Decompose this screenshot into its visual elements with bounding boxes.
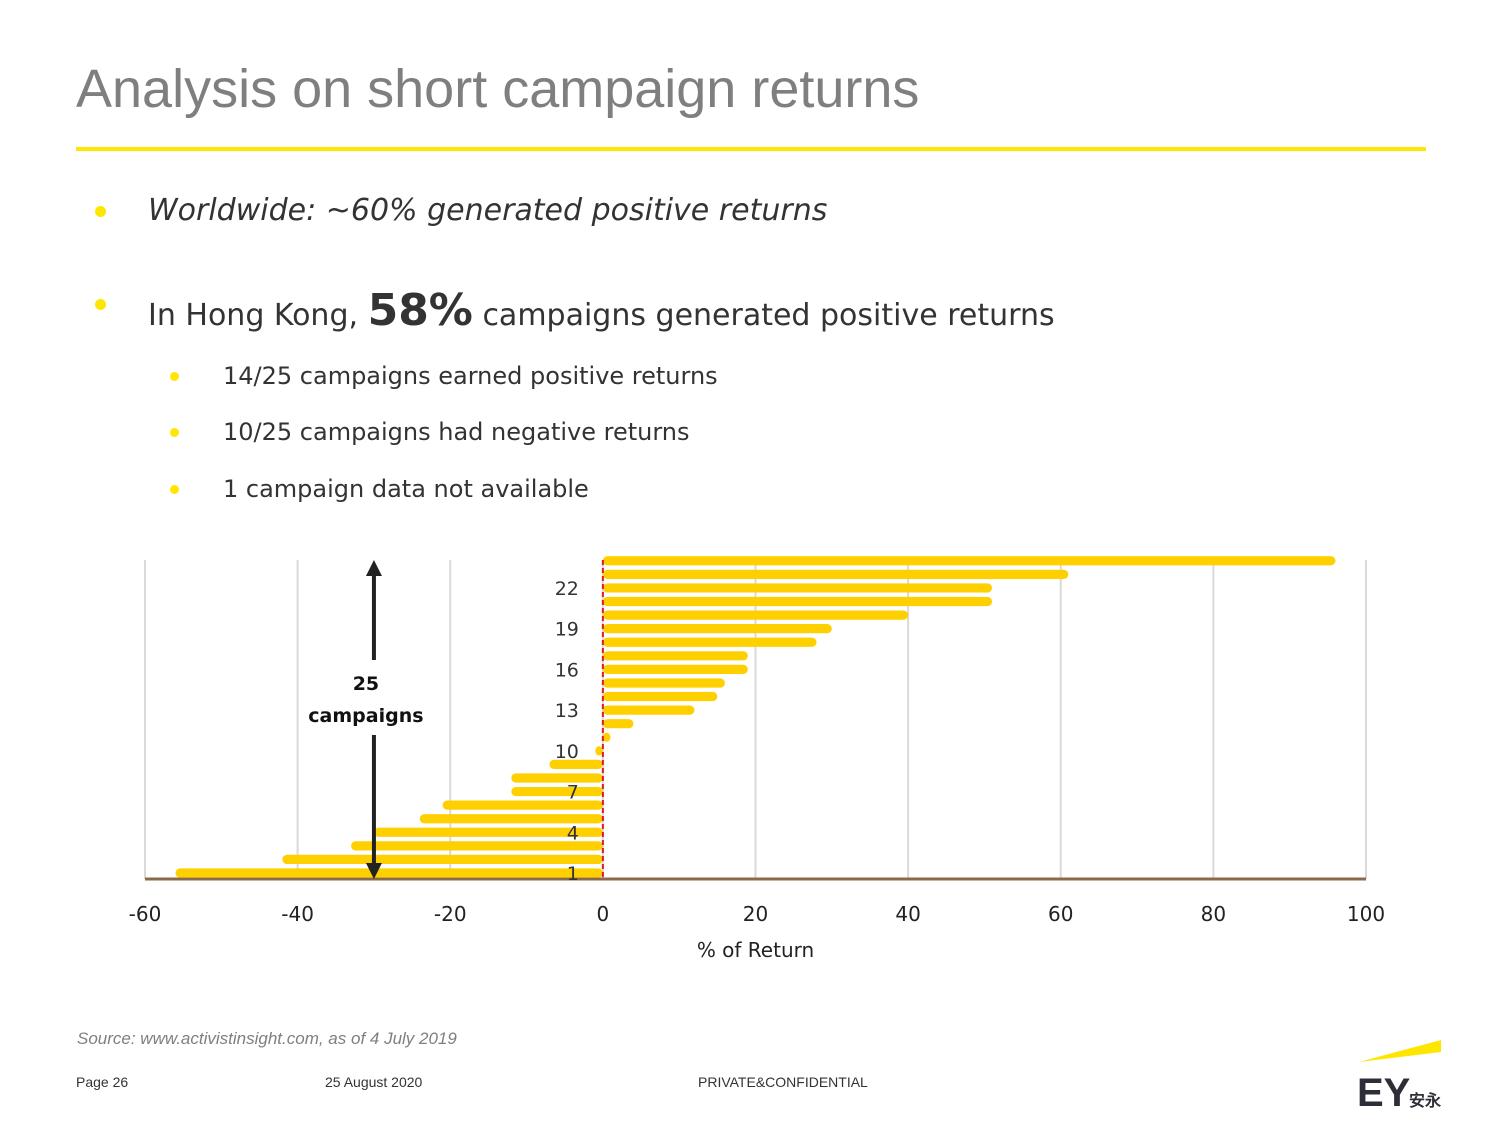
bar: [602, 732, 611, 742]
x-axis-title: % of Return: [697, 938, 814, 962]
y-tick-label: 7: [567, 782, 579, 804]
bar: [511, 786, 603, 797]
x-tick-label: 0: [597, 902, 610, 926]
x-tick-label: 60: [1048, 902, 1073, 926]
y-tick-label: 13: [555, 700, 579, 722]
annotation-count: 25: [353, 673, 379, 695]
x-tick-label: 20: [743, 902, 768, 926]
logo-ey: EY: [1357, 1071, 1411, 1111]
bar: [602, 705, 695, 715]
y-tick-label: 1: [567, 863, 579, 885]
bar: [549, 759, 603, 770]
y-tick-label: 10: [555, 741, 579, 763]
y-tick-label: 22: [555, 578, 579, 600]
bar: [419, 814, 603, 824]
hk-suffix: campaigns generated positive returns: [472, 298, 1055, 333]
slide-title: Analysis on short campaign returns: [76, 59, 920, 119]
y-tick-label: 16: [555, 659, 579, 681]
bar: [602, 651, 748, 661]
bar: [373, 827, 603, 837]
hk-highlight: 58%: [367, 285, 473, 336]
y-tick-label: 19: [555, 619, 579, 641]
bullet-dot: [95, 299, 106, 310]
returns-chart: 1 4 7 10 13 16 19 22 -60 -40 -20 0 20 40 60 80 100 % of R…: [0, 545, 1500, 985]
sub-bullet-na: 1 campaign data not available: [223, 475, 589, 503]
bar: [602, 569, 1069, 579]
sub-bullet-positive: 14/25 campaigns earned positive returns: [223, 362, 718, 390]
hk-prefix: In Hong Kong,: [148, 298, 368, 333]
bar: [602, 719, 634, 729]
bullet-dot: [170, 485, 179, 494]
bar: [351, 841, 603, 851]
ey-logo: EY 安永: [1357, 1040, 1441, 1111]
bullet-dot: [170, 372, 179, 381]
x-tick-label: 100: [1347, 902, 1385, 926]
bar: [602, 583, 993, 593]
source-note: Source: www.activistinsight.com, as of 4…: [77, 1029, 457, 1048]
annotation-arrow-head-down: [365, 863, 382, 879]
bar: [282, 854, 603, 865]
bar: [602, 678, 725, 688]
x-tick-label: -40: [281, 902, 314, 926]
bullet-dot: [95, 206, 106, 217]
bullet-hong-kong: In Hong Kong, 58% campaigns generated po…: [148, 285, 1055, 336]
logo-cjk: 安永: [1409, 1091, 1441, 1110]
sub-bullet-negative: 10/25 campaigns had negative returns: [223, 418, 690, 446]
bar: [602, 664, 748, 674]
bar: [602, 637, 817, 647]
y-tick-label: 4: [567, 822, 579, 844]
x-tick-label: 80: [1201, 902, 1226, 926]
bar: [602, 691, 718, 702]
title-underline: [76, 147, 1426, 151]
logo-beam: [1359, 1040, 1441, 1062]
footer-date: 25 August 2020: [325, 1074, 423, 1090]
x-tick-label: 40: [895, 902, 920, 926]
x-tick-label: -60: [129, 902, 162, 926]
bar: [602, 610, 909, 620]
bar: [602, 624, 832, 634]
bar: [442, 800, 603, 810]
footer-confidential: PRIVATE&CONFIDENTIAL: [698, 1074, 868, 1090]
bullet-worldwide: Worldwide: ~60% generated positive retur…: [148, 193, 828, 228]
bar: [595, 746, 603, 756]
footer-page-number: Page 26: [76, 1074, 129, 1090]
bar: [602, 596, 993, 607]
annotation-label: campaigns: [308, 705, 423, 727]
bar: [175, 868, 603, 878]
x-tick-label: -20: [434, 902, 467, 926]
returns-bar-chart: 1 4 7 10 13 16 19 22 -60 -40 -20 0 20 40 60 80 100 % of R…: [129, 556, 1385, 962]
bar: [511, 773, 603, 783]
bullet-dot: [170, 428, 179, 437]
bar: [602, 556, 1336, 566]
annotation-arrow-head-up: [365, 560, 382, 576]
